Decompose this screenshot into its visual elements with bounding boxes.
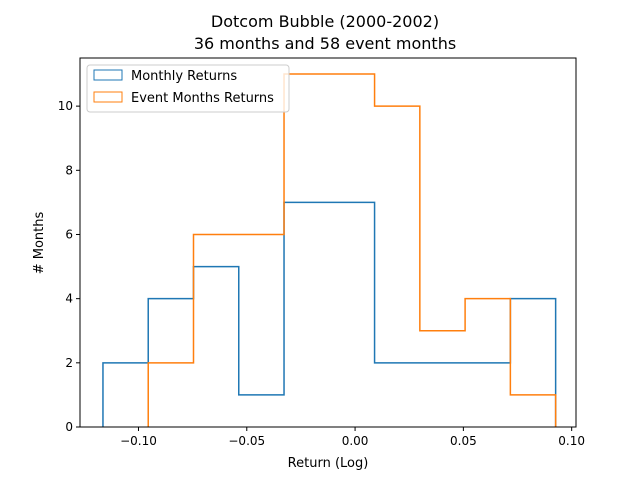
histogram-series-monthly-returns <box>102 201 557 427</box>
ticks-layer: −0.10 −0.05 0.00 0.05 0.10 0 2 4 6 8 10 <box>58 99 585 448</box>
histogram-series-event-months-returns <box>147 73 557 427</box>
chart-title: Dotcom Bubble (2000-2002) <box>211 12 439 31</box>
legend-swatch-monthly-returns <box>93 69 123 81</box>
chart-subtitle: 36 months and 58 event months <box>194 34 456 53</box>
y-tick-label: 8 <box>65 163 73 177</box>
x-tick-label: −0.10 <box>120 434 157 448</box>
y-tick-label: 4 <box>65 292 73 306</box>
plot-frame <box>79 57 577 428</box>
legend-box <box>86 64 290 113</box>
legend-label-monthly-returns: Monthly Returns <box>131 69 237 84</box>
x-axis-label: Return (Log) <box>288 456 369 471</box>
y-tick-label: 10 <box>58 99 73 113</box>
legend-swatch-event-months-returns <box>93 91 123 103</box>
y-tick-label: 6 <box>65 227 73 241</box>
x-tick-label: 0.05 <box>450 434 477 448</box>
y-tick-label: 2 <box>65 356 73 370</box>
y-tick-label: 0 <box>65 420 73 434</box>
x-tick-label: 0.00 <box>342 434 369 448</box>
legend: Monthly Returns Event Months Returns <box>86 64 290 113</box>
x-tick-label: 0.10 <box>558 434 585 448</box>
y-axis-label: # Months <box>32 212 47 275</box>
x-tick-label: −0.05 <box>228 434 265 448</box>
series-layer <box>102 73 557 427</box>
legend-label-event-months-returns: Event Months Returns <box>131 91 274 106</box>
